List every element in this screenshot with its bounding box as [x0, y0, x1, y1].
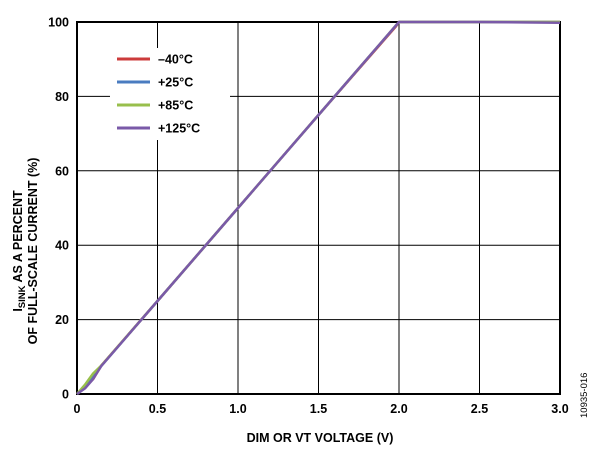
- x-tick-label: 0.5: [149, 402, 166, 416]
- y-axis-title-line2: OF FULL-SCALE CURRENT (%): [26, 158, 40, 345]
- x-axis-title: DIM OR VT VOLTAGE (V): [247, 431, 394, 445]
- x-tick-label: 1.5: [310, 402, 327, 416]
- legend-label: –40°C: [158, 53, 193, 67]
- x-tick-label: 1.0: [229, 402, 246, 416]
- y-tick-label: 100: [48, 16, 69, 30]
- y-tick-label: 20: [55, 313, 69, 327]
- x-tick-label: 0: [74, 402, 81, 416]
- x-tick-label: 2.0: [390, 402, 407, 416]
- x-tick-label: 3.0: [551, 402, 568, 416]
- y-tick-label: 60: [55, 164, 69, 178]
- y-axis-title: ISINK AS A PERCENT OF FULL-SCALE CURRENT…: [11, 158, 40, 345]
- x-tick-label: 2.5: [471, 402, 488, 416]
- legend: –40°C +25°C +85°C +125°C: [110, 48, 230, 140]
- y-tick-label: 80: [55, 90, 69, 104]
- legend-label: +125°C: [158, 122, 200, 136]
- legend-label: +25°C: [158, 76, 193, 90]
- y-tick-label: 0: [62, 388, 69, 402]
- figure-code: 10935-016: [579, 373, 590, 418]
- y-axis-title-rest: AS A PERCENT: [11, 190, 25, 286]
- y-tick-label: 40: [55, 239, 69, 253]
- legend-label: +85°C: [158, 99, 193, 113]
